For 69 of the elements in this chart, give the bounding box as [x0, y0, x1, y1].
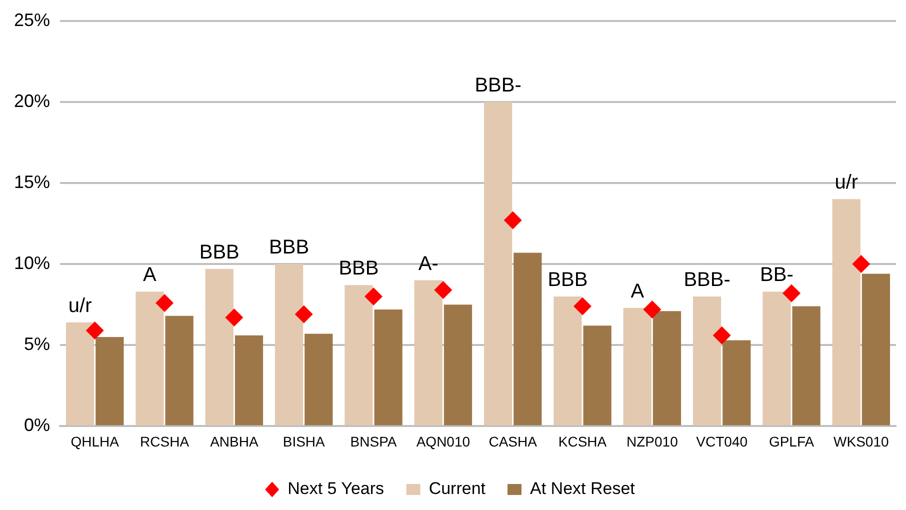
legend-label: Current [428, 479, 486, 498]
annotation: BBB [548, 268, 588, 291]
y-tick-label: 5% [24, 334, 50, 354]
bar [414, 280, 442, 426]
legend-label: At Next Reset [530, 479, 636, 498]
annotation: A [143, 264, 158, 286]
bar [66, 322, 94, 426]
bar [554, 296, 582, 426]
x-tick-label: AQN010 [416, 433, 470, 450]
y-tick-label: 0% [24, 415, 50, 436]
point [434, 280, 452, 299]
bar [344, 285, 373, 426]
annotation: A [630, 280, 645, 302]
bar [692, 296, 722, 426]
annotation: BBB- [474, 74, 522, 96]
x-tick-label: CASHA [488, 433, 538, 450]
bar [274, 264, 304, 426]
x-tick-label: BISHA [282, 433, 326, 450]
bar [165, 316, 194, 426]
point [643, 300, 662, 318]
x-tick-label: BNSPA [350, 433, 398, 450]
x-tick-label: WKS010 [834, 433, 890, 450]
bar [862, 274, 890, 426]
annotation: BBB- [684, 268, 730, 291]
y-tick-label: 15% [14, 172, 50, 192]
bar [832, 199, 860, 426]
bar [484, 102, 512, 426]
x-tick-label: NZP010 [626, 433, 678, 450]
bar [205, 268, 234, 426]
y-tick-label: 25% [14, 10, 50, 30]
bar [792, 306, 820, 426]
point [574, 297, 592, 316]
bar [234, 335, 264, 426]
annotation: A- [418, 252, 438, 275]
legend-label: Next 5 Years [288, 479, 384, 498]
bar [374, 309, 402, 426]
annotation: BBB [199, 241, 240, 264]
bar [652, 311, 682, 426]
annotation: BBB [269, 236, 310, 259]
x-tick-label: KCSHA [558, 433, 608, 450]
annotation: u/r [68, 294, 92, 317]
bar [623, 308, 652, 426]
y-tick-label: 20% [14, 90, 50, 111]
x-tick-label: VCT040 [696, 433, 748, 450]
point [504, 211, 522, 230]
bar [96, 337, 124, 426]
point [156, 294, 174, 312]
annotation: BB- [760, 264, 794, 286]
bar [136, 292, 164, 426]
x-tick-label: QHLHA [70, 433, 120, 450]
point [852, 255, 870, 274]
point [294, 305, 313, 324]
point [86, 322, 104, 340]
bar [304, 334, 333, 426]
bar [722, 340, 751, 426]
bar [514, 252, 542, 426]
point [712, 326, 731, 344]
point [782, 284, 801, 302]
bar [762, 292, 791, 426]
point [225, 308, 244, 327]
x-tick-label: ANBHA [210, 433, 259, 450]
y-tick-label: 10% [14, 253, 50, 274]
x-tick-label: RCSHA [140, 433, 190, 450]
annotation: BBB [338, 258, 379, 280]
point [364, 287, 383, 306]
annotation: u/r [834, 172, 858, 194]
x-tick-label: GPLFA [768, 433, 815, 450]
bar [444, 304, 472, 426]
bar [583, 326, 612, 426]
